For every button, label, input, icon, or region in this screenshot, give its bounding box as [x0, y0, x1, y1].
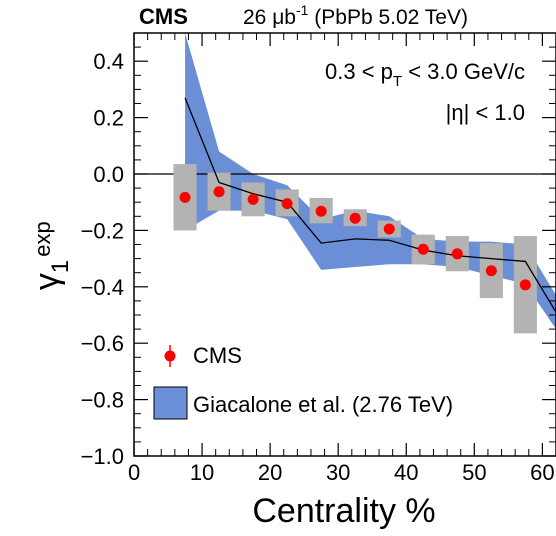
x-tick-label-3: 30 — [326, 460, 350, 485]
y-axis-subscript: 1 — [47, 260, 74, 273]
cms-point-4 — [315, 205, 327, 217]
legend: CMS Giacalone et al. (2.76 TeV) — [153, 343, 453, 420]
x-tick-label-6: 60 — [530, 460, 554, 485]
y-tick-label-1: −0.8 — [81, 388, 124, 413]
y-tick-label-3: −0.4 — [81, 275, 124, 300]
y-axis-title: γ1 exp — [28, 221, 74, 290]
cms-point-8 — [451, 248, 463, 260]
model-line-layer — [184, 97, 556, 313]
x-tick-label-0: 0 — [128, 460, 140, 485]
cms-point-2 — [247, 193, 259, 205]
pt-range-label: 0.3 < pT < 3.0 GeV/c — [325, 59, 525, 90]
model-central-line — [184, 97, 556, 313]
lumi-unit: μb — [272, 6, 296, 29]
x-axis-title: Centrality % — [252, 492, 435, 530]
experiment-label: CMS — [139, 4, 188, 29]
cms-marker-layer — [179, 186, 531, 291]
x-tick-label-5: 50 — [462, 460, 486, 485]
collision-system: (PbPb 5.02 TeV) — [308, 6, 468, 29]
y-axis-symbol: γ — [28, 273, 66, 290]
legend-model-label: Giacalone et al. (2.76 TeV) — [193, 392, 453, 417]
lumi-exponent: -1 — [296, 2, 309, 18]
tick-layer — [133, 32, 556, 457]
y-tick-label-5: 0.0 — [93, 162, 124, 187]
cms-point-10 — [519, 279, 531, 291]
cms-point-0 — [179, 191, 191, 203]
y-axis-superscript: exp — [30, 221, 55, 256]
pt-subscript: T — [393, 73, 402, 90]
eta-range-label: |η| < 1.0 — [446, 100, 525, 125]
legend-cms-label: CMS — [193, 343, 242, 368]
cms-point-7 — [417, 243, 429, 255]
y-tick-label-7: 0.4 — [93, 49, 124, 74]
y-axis-main: γ1 — [28, 260, 74, 290]
y-tick-labels: −1.0 −0.8 −0.6 −0.4 −0.2 0.0 0.2 0.4 — [81, 49, 124, 469]
luminosity-label: 26 μb-1 (PbPb 5.02 TeV) — [243, 2, 468, 29]
cms-point-5 — [349, 212, 361, 224]
x-tick-label-4: 40 — [394, 460, 418, 485]
y-tick-label-6: 0.2 — [93, 106, 124, 131]
y-tick-label-0: −1.0 — [81, 444, 124, 469]
lumi-value: 26 — [243, 6, 272, 29]
cms-point-3 — [281, 198, 293, 210]
x-tick-label-1: 10 — [190, 460, 214, 485]
x-tick-labels: 0 10 20 30 40 50 60 — [128, 460, 555, 485]
x-tick-label-2: 20 — [258, 460, 282, 485]
cms-point-9 — [485, 265, 497, 277]
y-tick-label-2: −0.6 — [81, 331, 124, 356]
cms-point-1 — [213, 186, 225, 198]
legend-model-swatch — [153, 386, 188, 420]
y-tick-label-4: −0.2 — [81, 218, 124, 243]
pt-hi: < 3.0 GeV/c — [402, 59, 525, 84]
pt-lo: 0.3 < p — [325, 59, 393, 84]
cms-point-6 — [383, 223, 395, 235]
legend-cms-marker — [164, 350, 176, 362]
